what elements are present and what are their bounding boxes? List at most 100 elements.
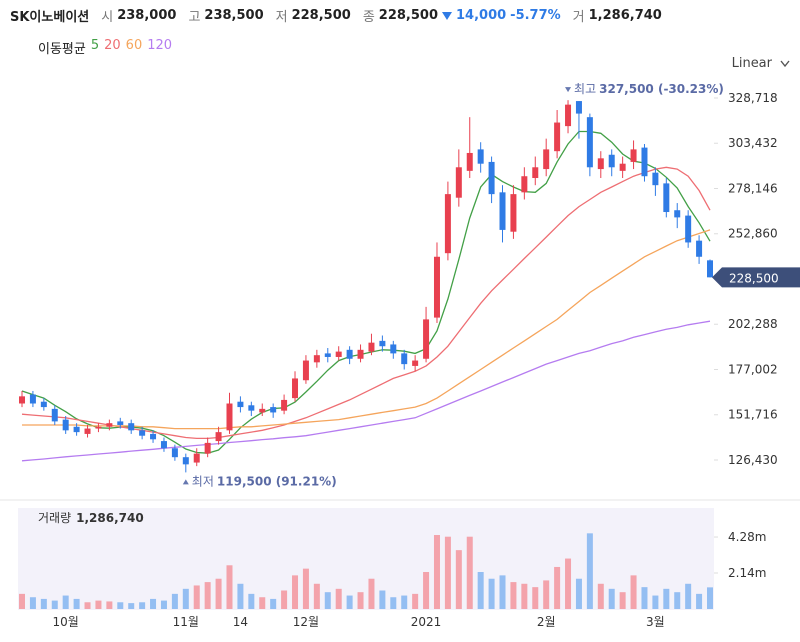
volume-bar	[51, 600, 58, 609]
change-pct: -5.77%	[510, 8, 561, 23]
volume-bar	[390, 597, 397, 609]
x-tick-label: 14	[233, 615, 248, 629]
candle-body	[401, 353, 408, 365]
volume-bar	[674, 592, 681, 609]
volume-bar	[215, 578, 222, 609]
volume-bar	[346, 595, 353, 609]
candle-body	[663, 183, 670, 213]
legend: 이동평균 5 20 60 120	[38, 38, 172, 57]
volume-bar	[324, 592, 331, 609]
volume-bar	[586, 533, 593, 609]
volume-bar	[160, 600, 167, 609]
candle-body	[84, 428, 91, 434]
candle-body	[73, 426, 80, 433]
candle-body	[335, 351, 342, 357]
scale-mode-label[interactable]: Linear	[731, 56, 772, 71]
volume-title-text: 거래량	[38, 511, 71, 525]
volume-bar	[499, 575, 506, 609]
candle-body	[390, 344, 397, 354]
volume-bar	[488, 578, 495, 609]
volume-bar	[696, 593, 703, 609]
candle-body	[674, 210, 681, 218]
candle-body	[139, 430, 146, 436]
candle-body	[510, 194, 517, 232]
candle-body	[444, 194, 451, 254]
volume-bar	[29, 597, 36, 609]
volume-bar	[401, 595, 408, 609]
candle-body	[95, 426, 102, 429]
volume-bar	[608, 588, 615, 609]
y-tick-label: 126,430	[728, 453, 778, 467]
annotation-text: 최고	[574, 82, 596, 96]
scale-mode[interactable]: Linear	[732, 56, 790, 71]
annotation-value: 327,500 (-30.23%)	[599, 82, 724, 96]
volume-bar	[139, 602, 146, 609]
candle-body	[19, 396, 25, 404]
volume-bar	[565, 558, 572, 609]
y-tick-label: 278,146	[728, 181, 778, 195]
candle-body	[62, 419, 69, 431]
volume-bar	[685, 583, 692, 609]
volume-bar	[182, 588, 189, 609]
x-tick-label: 2021	[411, 615, 442, 629]
volume-bar	[368, 578, 375, 609]
moving-average-line	[21, 130, 711, 454]
candle-body	[237, 401, 244, 408]
volume-bar	[281, 590, 288, 609]
volume-bar	[128, 603, 135, 609]
candle-body	[641, 147, 648, 177]
volume-tick-label: 2.14m	[728, 566, 766, 580]
candle-body	[521, 176, 528, 193]
volume-bar	[19, 593, 25, 609]
moving-average-line	[21, 166, 711, 440]
candle-body	[586, 117, 593, 168]
candle-body	[346, 349, 353, 359]
volume-bar	[379, 590, 386, 609]
volume-bar	[663, 588, 670, 609]
volume-bar	[433, 535, 440, 609]
volume-bar	[510, 582, 517, 609]
volume-bar	[84, 602, 91, 609]
candle-body	[696, 240, 703, 257]
field-value: 238,000	[117, 8, 177, 23]
volume-bar	[193, 585, 200, 609]
candle-body	[707, 260, 713, 278]
volume-bar	[532, 587, 539, 609]
field-value: 238,500	[204, 8, 264, 23]
y-tick-label: 303,432	[728, 136, 778, 150]
candle-body	[215, 432, 222, 442]
volume-bar	[543, 580, 550, 609]
plot: 126,430 151,716 177,002 202,288 252,860 278,1…	[19, 82, 800, 629]
candle-body	[281, 399, 288, 411]
volume-bar	[652, 595, 659, 609]
candle-body	[499, 192, 506, 230]
annotation: 최저 119,500 (91.21%)	[192, 474, 337, 488]
volume-bar	[313, 583, 320, 609]
volume-bar	[302, 568, 309, 609]
candle-body	[597, 158, 604, 170]
annotation-arrow	[182, 479, 189, 485]
volume-bar	[95, 600, 102, 609]
candle-body	[204, 442, 211, 454]
volume-bar	[171, 593, 178, 609]
candle-body	[302, 360, 309, 381]
volume-bar	[150, 598, 157, 609]
candle-body	[150, 433, 157, 440]
volume-bar	[630, 575, 637, 609]
annotation-value: 119,500 (91.21%)	[217, 474, 337, 488]
volume-bar	[455, 550, 462, 609]
candle-body	[554, 122, 561, 152]
volume-bar	[237, 583, 244, 609]
price-tag	[712, 267, 800, 288]
legend-title: 이동평균	[38, 42, 86, 57]
chevron	[780, 60, 790, 67]
candle-body	[652, 172, 659, 186]
down-arrow	[442, 11, 452, 20]
candle-body	[543, 149, 550, 170]
candle-body	[193, 453, 200, 463]
field-key: 시	[101, 10, 114, 25]
field-key: 종	[362, 10, 375, 25]
volume-bar	[444, 536, 451, 609]
